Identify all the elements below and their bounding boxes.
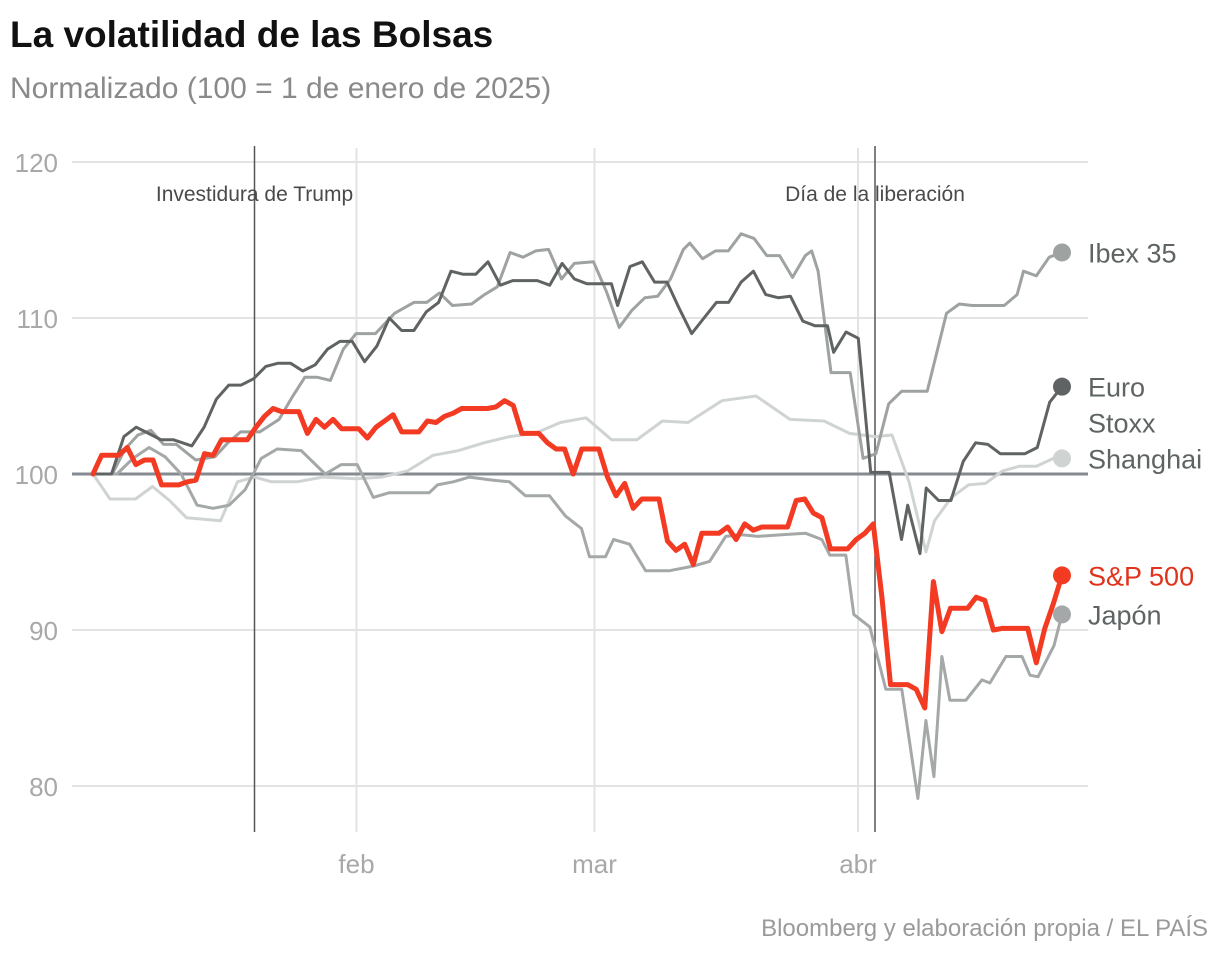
series-line-jap-n (91, 446, 1064, 800)
series-endpoint (1053, 566, 1071, 585)
series-line-s-p-500 (90, 398, 1065, 711)
y-tick-label: 120 (15, 148, 58, 178)
y-tick-label: 90 (29, 616, 58, 646)
series-label: Shanghai (1088, 444, 1202, 474)
event-annotation: Investidura de Trump (156, 183, 353, 206)
source-credit: Bloomberg y elaboración propia / EL PAÍS (761, 915, 1208, 942)
y-tick-label: 100 (15, 460, 58, 490)
chart-subtitle: Normalizado (100 = 1 de enero de 2025) (10, 72, 552, 105)
series-endpoint (1053, 605, 1071, 624)
event-annotation: Día de la liberación (785, 183, 965, 206)
series-label: Euro Stoxx (1088, 373, 1156, 439)
series-endpoint (1053, 449, 1071, 468)
x-tick-label: abr (839, 849, 877, 879)
series-layer (90, 232, 1071, 800)
label-layer: Shanghai Japón Ibex 35 Euro Stoxx S&P 500 (1088, 238, 1202, 630)
grid-layer: 80 90 100 110 120 feb mar abr (15, 148, 1088, 879)
x-tick-label: feb (338, 849, 374, 879)
y-tick-label: 80 (29, 772, 58, 802)
series-endpoint (1053, 377, 1071, 396)
y-tick-label: 110 (17, 304, 58, 334)
series-line-ibex-35 (91, 232, 1064, 476)
series-endpoint (1053, 243, 1071, 262)
series-label: S&P 500 (1088, 561, 1194, 591)
series-line-euro-stoxx (91, 260, 1064, 556)
series-label: Japón (1088, 600, 1162, 630)
series-label: Ibex 35 (1088, 238, 1177, 268)
event-layer: Investidura de Trump Día de la liberación (156, 146, 965, 832)
x-tick-label: mar (572, 849, 617, 879)
chart-title: La volatilidad de las Bolsas (10, 14, 494, 55)
